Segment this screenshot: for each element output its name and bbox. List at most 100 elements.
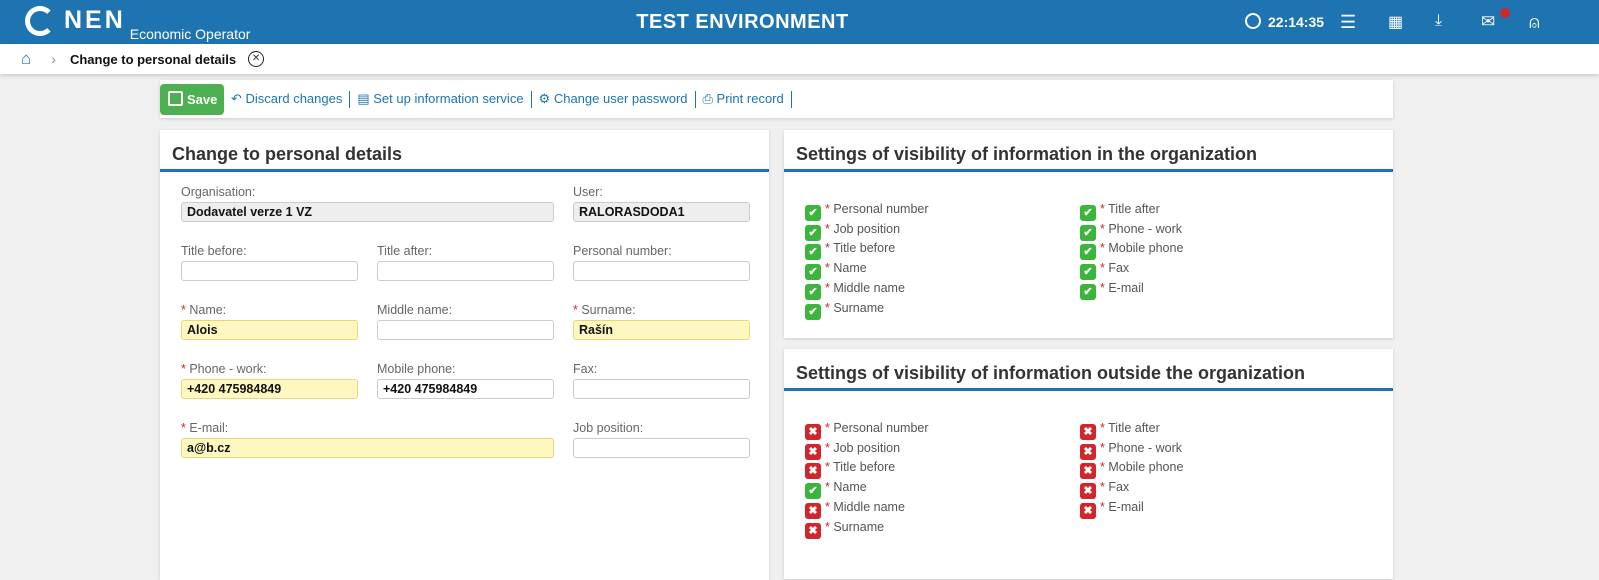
check-icon[interactable]: ✔ — [1080, 224, 1096, 241]
mobile-phone-field[interactable]: +420 475984849 — [377, 379, 554, 399]
middle-name-field[interactable] — [377, 320, 554, 340]
phone-work-field[interactable]: +420 475984849 — [181, 379, 358, 399]
visibility-checkbox[interactable]: ✖ * Middle name — [805, 499, 905, 519]
change-password-label: Change user password — [553, 91, 688, 106]
checkbox-label: Name — [833, 261, 867, 276]
panel-title: Change to personal details — [160, 130, 769, 172]
close-icon[interactable]: ✕ — [248, 51, 265, 67]
cross-icon[interactable]: ✖ — [805, 522, 821, 539]
divider — [349, 90, 351, 108]
cross-icon[interactable]: ✖ — [1080, 483, 1096, 500]
environment-label: TEST ENVIRONMENT — [636, 11, 849, 33]
visibility-checkbox[interactable]: ✖ * Fax — [1080, 479, 1130, 500]
required-marker: * — [1100, 499, 1109, 514]
name-field[interactable]: Alois — [181, 320, 358, 340]
field-label: User: — [573, 185, 603, 199]
checkbox-label: Title after — [1108, 421, 1160, 435]
visibility-checkbox[interactable]: ✔ * E-mail — [1080, 280, 1144, 300]
nen-logo-icon[interactable] — [25, 6, 55, 36]
cross-icon[interactable]: ✖ — [805, 463, 821, 480]
job-position-field[interactable] — [573, 438, 750, 458]
required-marker: * — [181, 362, 190, 376]
e-mail-field[interactable]: a@b.cz — [181, 438, 554, 458]
mail-icon[interactable]: ✉ — [1481, 12, 1496, 31]
menu-icon[interactable]: ☰ — [1340, 12, 1357, 32]
divider — [530, 90, 532, 108]
user-icon[interactable]: ⍝ — [1529, 12, 1540, 32]
fax-field[interactable] — [573, 379, 750, 399]
cross-icon[interactable]: ✖ — [1080, 502, 1096, 519]
visibility-checkbox[interactable]: ✖ * Personal number — [805, 420, 929, 440]
field-label-text: Title after: — [377, 244, 433, 258]
check-icon[interactable]: ✔ — [805, 483, 821, 500]
required-marker: * — [573, 303, 582, 317]
cross-icon[interactable]: ✖ — [805, 502, 821, 519]
visibility-checkbox[interactable]: ✖ * Phone - work — [1080, 440, 1182, 460]
save-label: Save — [187, 91, 218, 107]
visibility-checkbox[interactable]: ✖ * Title after — [1080, 420, 1160, 440]
visibility-checkbox[interactable]: ✔ * Job position — [805, 221, 900, 241]
change-password-button[interactable]: ⚙ Change user password — [538, 91, 688, 106]
cross-icon[interactable]: ✖ — [1080, 424, 1096, 440]
download-icon[interactable]: ⤓ — [1435, 12, 1443, 29]
personal-number-field[interactable] — [573, 261, 750, 281]
visibility-checkbox[interactable]: ✖ * Mobile phone — [1080, 459, 1183, 480]
required-marker: * — [1100, 221, 1109, 236]
visibility-checkbox[interactable]: ✔ * Title before — [805, 240, 895, 261]
required-marker: * — [1100, 280, 1109, 295]
organisation-field: Dodavatel verze 1 VZ — [181, 202, 554, 222]
visibility-checkbox[interactable]: ✖ * Title before — [805, 459, 895, 480]
checkbox-label: Middle name — [833, 280, 905, 295]
required-marker: * — [825, 460, 834, 475]
checkbox-label: Job position — [833, 440, 901, 455]
check-icon[interactable]: ✔ — [1080, 283, 1096, 300]
check-icon[interactable]: ✔ — [805, 244, 821, 261]
check-icon[interactable]: ✔ — [805, 224, 821, 241]
title-before-field[interactable] — [181, 261, 358, 281]
check-icon[interactable]: ✔ — [1080, 205, 1096, 221]
panel-title: Settings of visibility of information in… — [784, 130, 1393, 172]
visibility-checkbox[interactable]: ✖ * E-mail — [1080, 499, 1144, 519]
surname-field[interactable]: Rašín — [573, 320, 750, 340]
check-icon[interactable]: ✔ — [1080, 244, 1096, 261]
visibility-checkbox[interactable]: ✔ * Middle name — [805, 280, 905, 300]
home-icon[interactable]: ⌂ — [21, 49, 32, 68]
check-icon[interactable]: ✔ — [805, 303, 821, 320]
title-after-field[interactable] — [377, 261, 554, 281]
checkbox-label: Fax — [1108, 480, 1130, 495]
cross-icon[interactable]: ✖ — [805, 424, 821, 440]
visibility-checkbox[interactable]: ✔ * Fax — [1080, 260, 1129, 281]
discard-changes-button[interactable]: ↶ Discard changes — [231, 91, 343, 106]
cross-icon[interactable]: ✖ — [1080, 463, 1096, 480]
cross-icon[interactable]: ✖ — [1080, 443, 1096, 460]
field-label-text: Middle name: — [377, 303, 453, 317]
toolbar: Save ↶ Discard changes ▤ Set up informat… — [160, 80, 1393, 118]
check-icon[interactable]: ✔ — [805, 205, 821, 221]
field-label: Personal number: — [573, 244, 672, 258]
calendar-icon[interactable]: ▦ — [1388, 14, 1404, 31]
visibility-checkbox[interactable]: ✔ * Phone - work — [1080, 221, 1182, 241]
info-service-button[interactable]: ▤ Set up information service — [357, 91, 524, 106]
floppy-icon — [168, 90, 183, 106]
check-icon[interactable]: ✔ — [1080, 264, 1096, 281]
check-icon[interactable]: ✔ — [805, 283, 821, 300]
visibility-checkbox[interactable]: ✔ * Title after — [1080, 201, 1160, 221]
visibility-checkbox[interactable]: ✔ * Surname — [805, 300, 884, 320]
print-record-button[interactable]: ⎙ Print record — [702, 91, 784, 106]
field-label: * Phone - work: — [181, 362, 266, 376]
visibility-checkbox[interactable]: ✔ * Personal number — [805, 201, 929, 221]
cross-icon[interactable]: ✖ — [805, 443, 821, 460]
visibility-inside-panel: Settings of visibility of information in… — [784, 130, 1393, 338]
save-button[interactable]: Save — [160, 83, 224, 115]
checkbox-label: Mobile phone — [1108, 241, 1184, 256]
visibility-checkbox[interactable]: ✔ * Name — [805, 479, 867, 500]
app-subtitle: Economic Operator — [129, 26, 251, 42]
checkbox-label: Middle name — [833, 499, 905, 514]
checkbox-label: Surname — [833, 300, 885, 315]
visibility-checkbox[interactable]: ✔ * Mobile phone — [1080, 240, 1184, 261]
visibility-checkbox[interactable]: ✖ * Surname — [805, 519, 884, 539]
checkbox-label: Personal number — [833, 421, 929, 435]
visibility-checkbox[interactable]: ✖ * Job position — [805, 440, 900, 460]
check-icon[interactable]: ✔ — [805, 264, 821, 281]
visibility-checkbox[interactable]: ✔ * Name — [805, 260, 867, 281]
